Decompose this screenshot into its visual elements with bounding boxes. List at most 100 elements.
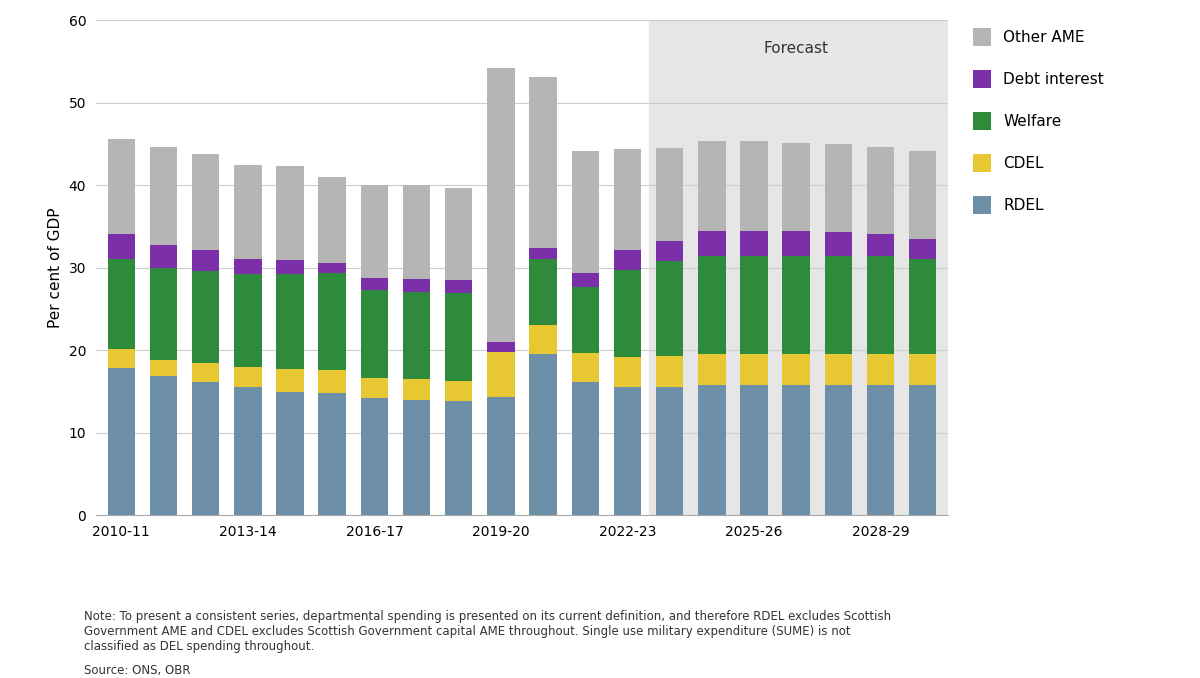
Bar bbox=[656, 387, 683, 515]
Bar bbox=[824, 385, 852, 515]
Bar bbox=[613, 149, 641, 250]
Bar bbox=[487, 352, 515, 397]
Bar bbox=[866, 385, 894, 515]
Bar bbox=[571, 273, 599, 287]
Bar bbox=[403, 400, 431, 515]
Y-axis label: Per cent of GDP: Per cent of GDP bbox=[48, 207, 64, 328]
Bar bbox=[656, 241, 683, 261]
Bar bbox=[318, 263, 346, 273]
Bar bbox=[192, 250, 220, 271]
Bar bbox=[108, 368, 136, 515]
Bar bbox=[445, 280, 473, 293]
Text: Note: To present a consistent series, departmental spending is presented on its : Note: To present a consistent series, de… bbox=[84, 610, 892, 653]
Bar bbox=[445, 188, 473, 280]
Bar bbox=[318, 177, 346, 263]
Bar bbox=[361, 185, 388, 278]
Bar bbox=[529, 77, 557, 248]
Bar bbox=[656, 148, 683, 241]
Bar bbox=[403, 185, 431, 279]
Bar bbox=[192, 363, 220, 382]
Bar bbox=[571, 353, 599, 382]
Bar bbox=[782, 256, 810, 354]
Bar bbox=[824, 144, 852, 233]
Bar bbox=[866, 256, 894, 354]
Bar bbox=[108, 259, 136, 349]
Bar bbox=[276, 392, 304, 515]
Bar bbox=[192, 382, 220, 515]
Bar bbox=[150, 268, 178, 360]
Bar bbox=[150, 245, 178, 268]
Bar bbox=[740, 385, 768, 515]
Bar bbox=[613, 387, 641, 515]
Bar bbox=[866, 354, 894, 385]
Bar bbox=[613, 250, 641, 271]
Bar bbox=[403, 292, 431, 379]
Bar bbox=[529, 354, 557, 515]
Bar bbox=[192, 154, 220, 250]
Bar bbox=[276, 260, 304, 275]
Text: Forecast: Forecast bbox=[763, 41, 829, 56]
Bar bbox=[234, 387, 262, 515]
Bar bbox=[740, 354, 768, 385]
Bar bbox=[150, 360, 178, 376]
Bar bbox=[656, 356, 683, 387]
Bar bbox=[824, 256, 852, 354]
Bar bbox=[445, 381, 473, 401]
Bar bbox=[150, 376, 178, 515]
Bar bbox=[445, 401, 473, 515]
Bar bbox=[908, 259, 936, 354]
Bar bbox=[318, 273, 346, 370]
Bar bbox=[150, 147, 178, 245]
Bar bbox=[529, 259, 557, 325]
Bar bbox=[108, 349, 136, 368]
Bar bbox=[487, 397, 515, 515]
Bar bbox=[698, 385, 726, 515]
Bar bbox=[529, 325, 557, 354]
Bar bbox=[698, 256, 726, 354]
Bar bbox=[866, 146, 894, 234]
Bar bbox=[866, 234, 894, 256]
Bar bbox=[403, 279, 431, 292]
Text: Source: ONS, OBR: Source: ONS, OBR bbox=[84, 664, 191, 677]
Bar bbox=[276, 370, 304, 392]
Bar bbox=[234, 367, 262, 387]
Bar bbox=[361, 378, 388, 398]
Bar bbox=[318, 393, 346, 515]
Bar bbox=[908, 354, 936, 385]
Bar bbox=[648, 20, 948, 515]
Bar bbox=[361, 290, 388, 378]
Bar bbox=[234, 274, 262, 367]
Bar bbox=[613, 357, 641, 387]
Bar bbox=[108, 139, 136, 234]
Bar bbox=[571, 382, 599, 515]
Bar bbox=[276, 165, 304, 260]
Bar bbox=[782, 354, 810, 385]
Bar bbox=[740, 141, 768, 231]
Bar bbox=[824, 354, 852, 385]
Bar bbox=[361, 398, 388, 515]
Bar bbox=[571, 287, 599, 353]
Bar bbox=[908, 385, 936, 515]
Bar bbox=[318, 370, 346, 393]
Bar bbox=[782, 385, 810, 515]
Bar bbox=[698, 231, 726, 256]
Bar bbox=[698, 354, 726, 385]
Bar bbox=[824, 233, 852, 256]
Bar bbox=[782, 143, 810, 231]
Bar bbox=[740, 256, 768, 354]
Bar bbox=[234, 259, 262, 274]
Bar bbox=[487, 68, 515, 342]
Bar bbox=[276, 275, 304, 370]
Bar bbox=[908, 239, 936, 259]
Bar bbox=[108, 234, 136, 259]
Bar bbox=[571, 151, 599, 273]
Bar bbox=[361, 278, 388, 290]
Bar bbox=[234, 165, 262, 259]
Bar bbox=[656, 261, 683, 356]
Bar bbox=[740, 231, 768, 256]
Bar bbox=[782, 231, 810, 256]
Bar bbox=[613, 271, 641, 357]
Bar bbox=[403, 379, 431, 400]
Bar bbox=[487, 342, 515, 352]
Bar bbox=[908, 151, 936, 239]
